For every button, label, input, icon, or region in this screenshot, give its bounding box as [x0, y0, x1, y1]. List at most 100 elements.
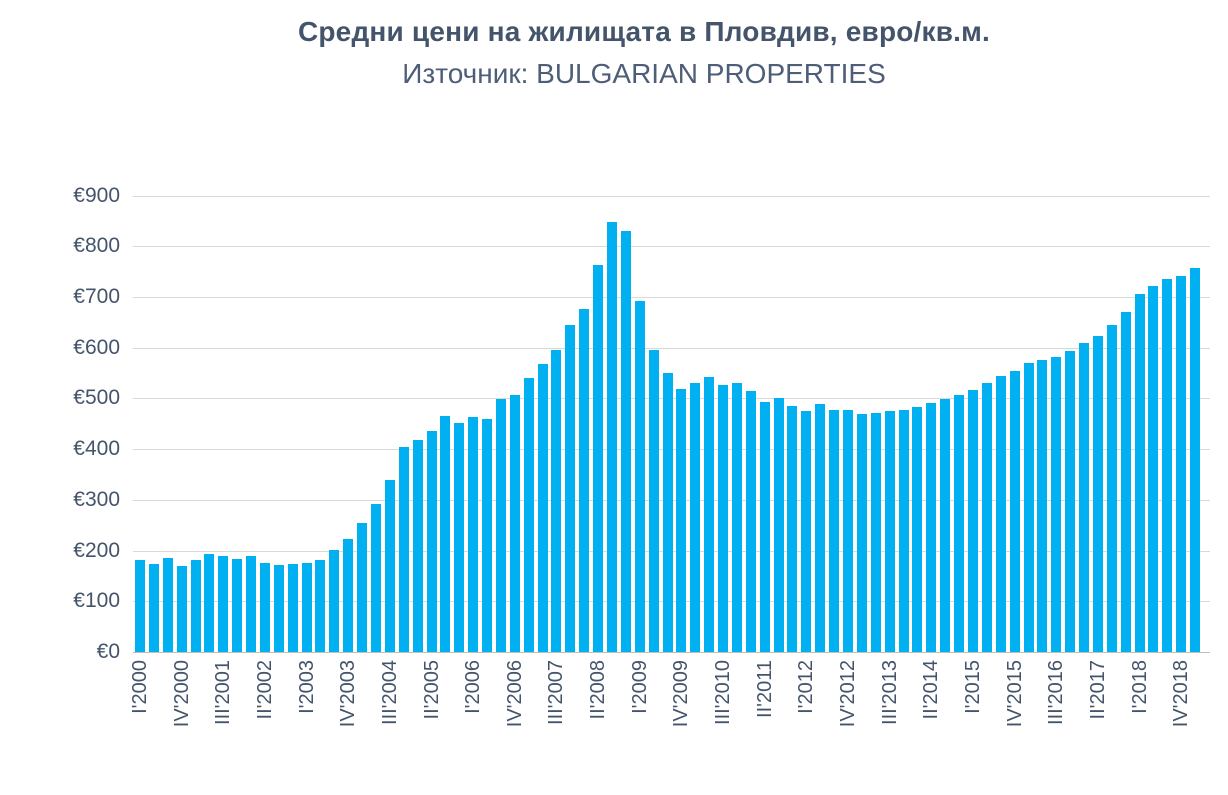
x-axis-tick-label: I'2006 — [462, 660, 485, 714]
gridline — [133, 347, 1210, 349]
y-axis-tick-label: €700 — [73, 284, 120, 308]
bar-I'2000 — [134, 559, 145, 652]
y-axis-tick-label: €900 — [73, 183, 120, 207]
bar-IV'2010 — [731, 382, 742, 652]
x-axis-tick-label: II'2002 — [253, 660, 276, 720]
gridline — [133, 195, 1210, 197]
bar-IV'2011 — [787, 405, 798, 652]
x-axis-tick-label: IV'2012 — [837, 660, 859, 728]
bar-I'2011 — [745, 391, 756, 652]
bar-IV'2016 — [1065, 351, 1076, 652]
x-axis-tick-label: III'2001 — [212, 660, 235, 725]
bar-I'2004 — [357, 522, 368, 652]
bar-I'2017 — [1079, 342, 1089, 652]
bar-I'2010 — [690, 383, 701, 652]
bar-I'2005 — [412, 439, 423, 652]
bar-IV'2001 — [232, 558, 243, 652]
bar-III'2003 — [329, 550, 340, 652]
y-axis-tick-label: €300 — [73, 487, 120, 511]
bar-I'2019 — [1190, 267, 1201, 652]
bar-IV'2009 — [676, 389, 687, 652]
bar-II'2000 — [148, 564, 159, 652]
x-axis-tick-label: I'2012 — [795, 660, 818, 714]
bar-I'2003 — [301, 563, 312, 652]
bar-I'2002 — [246, 556, 256, 652]
x-axis-tick-label: I'2003 — [295, 660, 318, 714]
bar-III'2016 — [1051, 357, 1062, 652]
y-axis-tick-label: €600 — [73, 335, 120, 359]
bar-II'2008 — [593, 265, 604, 652]
gridline — [133, 246, 1210, 248]
bar-II'2002 — [259, 563, 270, 652]
gridline — [133, 296, 1210, 298]
bar-II'2007 — [537, 363, 548, 652]
bar-IV'2014 — [954, 394, 964, 652]
bar-I'2008 — [579, 309, 590, 652]
bar-I'2006 — [468, 416, 479, 652]
bar-III'2007 — [551, 349, 562, 652]
bar-IV'2018 — [1176, 275, 1187, 652]
bar-I'2007 — [523, 378, 534, 652]
x-axis-tick-label: III'2016 — [1045, 660, 1068, 725]
bar-II'2003 — [315, 560, 326, 652]
x-axis-tick-label: III'2010 — [712, 660, 734, 725]
bar-II'2016 — [1037, 359, 1048, 652]
bar-III'2009 — [662, 372, 673, 652]
bar-III'2014 — [940, 398, 951, 652]
bar-III'2006 — [495, 398, 506, 652]
bar-II'2006 — [482, 418, 492, 652]
x-axis-tick-label: III'2004 — [378, 660, 401, 725]
bar-II'2005 — [426, 430, 437, 652]
y-axis-tick-label: €0 — [96, 640, 120, 663]
x-axis-tick-label: II'2017 — [1086, 660, 1109, 720]
bar-IV'2008 — [620, 231, 631, 652]
bar-IV'2000 — [176, 566, 187, 652]
bar-III'2018 — [1162, 279, 1173, 652]
x-axis-tick-label: I'2009 — [628, 660, 651, 714]
bar-IV'2006 — [509, 394, 520, 652]
bar-I'2014 — [912, 406, 923, 652]
bar-II'2010 — [704, 376, 715, 652]
bar-III'2015 — [995, 375, 1006, 652]
bar-III'2013 — [884, 410, 895, 652]
chart-subtitle: Източник: BULGARIAN PROPERTIES — [402, 58, 886, 89]
bar-IV'2007 — [565, 324, 576, 652]
bar-III'2008 — [607, 222, 617, 652]
bar-II'2001 — [204, 554, 215, 652]
y-axis-tick-label: €100 — [73, 589, 120, 613]
bar-II'2015 — [981, 383, 992, 652]
x-axis-tick-label: IV'2018 — [1170, 660, 1193, 728]
bar-II'2009 — [648, 349, 659, 652]
bar-I'2009 — [634, 301, 645, 652]
bar-III'2000 — [162, 558, 173, 652]
bar-III'2005 — [440, 416, 451, 652]
bar-II'2012 — [815, 404, 826, 652]
x-axis-tick-label: IV'2009 — [670, 660, 693, 728]
x-axis-tick-label: IV'2006 — [503, 660, 526, 728]
bar-II'2004 — [371, 504, 381, 652]
y-axis-tick-label: €200 — [73, 538, 120, 562]
x-axis-tick-label: I'2000 — [128, 660, 151, 714]
bar-I'2012 — [801, 410, 812, 652]
chart-title: Средни цени на жилищата в Пловдив, евро/… — [297, 16, 991, 47]
bar-IV'2004 — [398, 447, 409, 652]
x-axis-tick-label: II'2005 — [420, 660, 443, 720]
bar-IV'2015 — [1009, 371, 1020, 652]
x-axis-tick-label: I'2018 — [1128, 660, 1151, 714]
x-axis-tick-label: IV'2000 — [170, 660, 193, 728]
y-axis-tick-label: €500 — [73, 386, 120, 410]
bar-IV'2017 — [1120, 312, 1131, 652]
x-axis-line — [133, 652, 1210, 653]
bar-II'2018 — [1148, 285, 1159, 652]
x-axis-tick-label: III'2013 — [878, 660, 901, 725]
bar-IV'2012 — [843, 409, 853, 652]
bar-III'2012 — [829, 409, 840, 652]
x-axis-tick-label: II'2014 — [920, 660, 943, 720]
x-axis-tick-label: III'2007 — [545, 660, 568, 725]
bar-IV'2005 — [454, 422, 465, 652]
bar-II'2013 — [870, 412, 881, 652]
bar-III'2001 — [218, 555, 229, 652]
x-axis-tick-label: II'2011 — [753, 660, 776, 718]
bar-III'2004 — [384, 479, 395, 652]
bar-I'2015 — [967, 389, 978, 652]
